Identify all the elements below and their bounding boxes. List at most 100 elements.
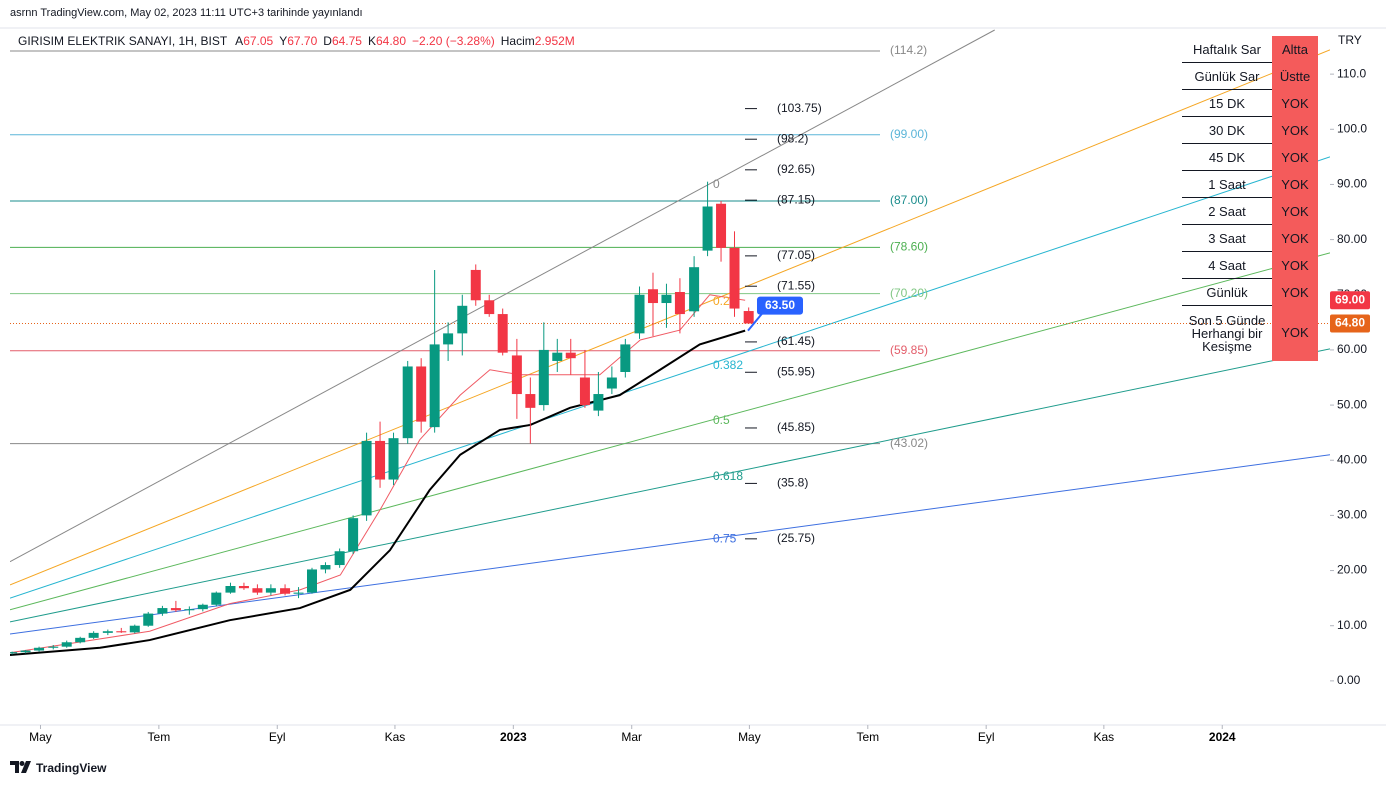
table-row: 30 DK YOK — [1182, 116, 1318, 144]
price-label: 69.00 — [1335, 292, 1365, 306]
table-row: Günlük Sar Üstte — [1182, 62, 1318, 90]
y-tick-label: 0.00 — [1337, 673, 1361, 687]
overlay: 0.0010.0020.0030.0040.0050.0060.0070.008… — [29, 33, 1370, 744]
y-unit: TRY — [1338, 33, 1362, 47]
candle-body — [361, 440, 372, 516]
level-label: (78.60) — [890, 239, 928, 253]
projection-label: (45.85) — [777, 420, 815, 434]
x-tick-label: Kas — [1094, 730, 1115, 744]
candle-body — [388, 438, 399, 480]
level-label: (59.85) — [890, 343, 928, 357]
published: asrnn TradingView.com, May 02, 2023 11:1… — [10, 7, 363, 19]
candle-body — [429, 344, 440, 428]
legend-value: 67.05 — [243, 34, 274, 48]
candle-body — [620, 344, 631, 372]
candle-body — [552, 352, 563, 361]
candle-body — [416, 366, 427, 422]
legend-label: K — [367, 34, 376, 48]
x-tick-label: 2023 — [500, 730, 527, 744]
moving-average — [10, 329, 746, 656]
row-status: YOK — [1272, 278, 1318, 306]
x-tick-label: Eyl — [978, 730, 995, 744]
price-label-box — [1330, 314, 1370, 333]
candle-body — [702, 206, 713, 251]
plot — [10, 29, 1330, 656]
row-label: Son 5 Günde Herhangi bir Kesişme — [1188, 312, 1266, 354]
candle-body — [184, 609, 195, 611]
candle-body — [143, 613, 154, 626]
x-tick-label: May — [738, 730, 761, 744]
candle-body — [484, 300, 495, 315]
candle-body — [238, 586, 249, 589]
candle-body — [470, 269, 481, 301]
row-label: Haftalık Sar — [1182, 36, 1272, 63]
projection-label: (103.75) — [777, 101, 822, 115]
status-table: Haftalık Sar Altta Günlük Sar Üstte 15 DK YOK… — [1182, 36, 1318, 361]
fib-label: 0.618 — [713, 469, 743, 483]
y-tick-label: 90.00 — [1337, 177, 1367, 191]
candle-body — [129, 625, 140, 633]
price-label: 64.80 — [1335, 316, 1365, 330]
symbol: GIRISIM ELEKTRIK SANAYI, 1H, BIST — [18, 34, 228, 48]
row-label: 45 DK — [1182, 143, 1272, 171]
level-label: (87.00) — [890, 193, 928, 207]
candle-body — [252, 588, 263, 593]
candle-body — [88, 632, 99, 638]
fib-label: 0.5 — [713, 413, 730, 427]
legend-label: Y — [279, 34, 288, 48]
projection-label: (92.65) — [777, 162, 815, 176]
x-tick-label: Eyl — [269, 730, 286, 744]
candle-body — [61, 642, 72, 647]
candle-body — [197, 604, 208, 610]
candle-body — [10, 652, 18, 654]
legend-value: 67.70 — [287, 34, 318, 48]
table-row: Son 5 Günde Herhangi bir Kesişme YOK — [1182, 305, 1318, 361]
candle-body — [102, 631, 113, 633]
brand: TradingView — [36, 761, 107, 775]
callout-label: 63.50 — [765, 298, 795, 312]
row-status: YOK — [1272, 170, 1318, 198]
level-label: (114.2) — [890, 43, 927, 57]
candle-body — [674, 292, 685, 315]
y-tick-label: 100.0 — [1337, 121, 1367, 135]
candle-body — [606, 377, 617, 389]
candle-body — [743, 311, 754, 324]
row-status: YOK — [1272, 89, 1318, 117]
legend-label: D — [323, 34, 332, 48]
x-tick-label: Kas — [385, 730, 406, 744]
row-label: Günlük — [1182, 278, 1272, 306]
legend-label: A — [235, 34, 244, 48]
candle-body — [225, 586, 236, 593]
row-status: YOK — [1272, 143, 1318, 171]
table-row: Haftalık Sar Altta — [1182, 36, 1318, 63]
legend-value: 64.80 — [375, 34, 407, 48]
x-tick-label: May — [29, 730, 52, 744]
table-row: 4 Saat YOK — [1182, 251, 1318, 279]
candle-body — [565, 352, 576, 359]
trend-line — [10, 252, 1330, 611]
callout-box — [757, 296, 803, 315]
logo — [10, 761, 31, 773]
projection-label: (55.95) — [777, 364, 815, 378]
x-tick-label: Tem — [148, 730, 171, 744]
y-tick-label: 10.00 — [1337, 618, 1367, 632]
x-tick-label: 2024 — [1209, 730, 1236, 744]
candle-body — [116, 631, 127, 633]
candle-body — [48, 646, 59, 648]
candle-body — [306, 569, 317, 593]
row-label: Günlük Sar — [1182, 62, 1272, 90]
price-label-box — [1330, 291, 1370, 310]
row-label: 3 Saat — [1182, 224, 1272, 252]
candle-body — [579, 377, 590, 406]
row-status: YOK — [1272, 305, 1318, 361]
legend-value: 64.75 — [331, 34, 362, 48]
legend: GIRISIM ELEKTRIK SANAYI, 1H, BIST A67.05 Y… — [18, 34, 581, 48]
candle-body — [265, 588, 276, 593]
candle-body — [375, 440, 386, 480]
level-label: (99.00) — [890, 127, 928, 141]
candle-body — [157, 608, 168, 614]
level-label: (43.02) — [890, 436, 928, 450]
level-label: (70.20) — [890, 286, 928, 300]
